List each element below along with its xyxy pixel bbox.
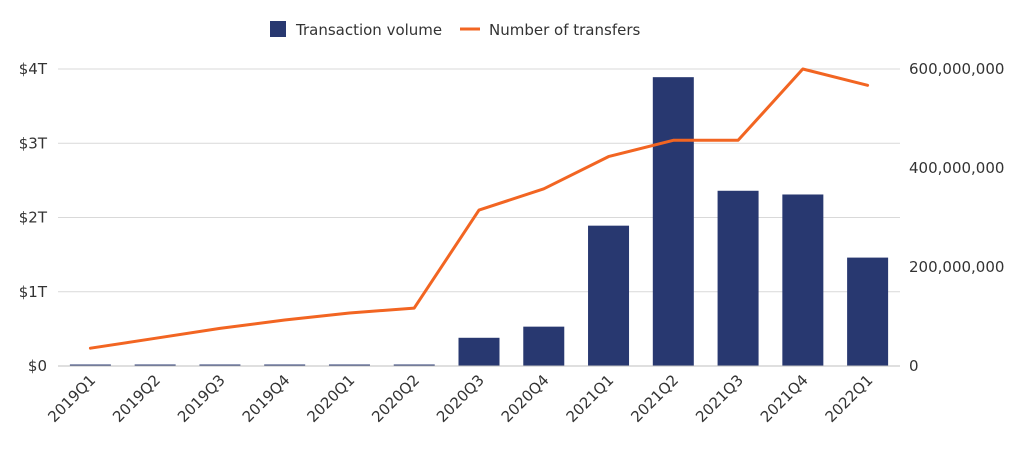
x-tick-label: 2019Q1: [44, 371, 99, 426]
line-number-of-transfers: [88, 67, 870, 350]
bar-2020Q2: [393, 364, 435, 366]
bar-2021Q1: [588, 225, 630, 366]
x-tick-label: 2020Q3: [433, 371, 488, 426]
axes: $0 $1T $2T $3T $4T 0 200,000,000 400,000,000 600…: [19, 60, 1005, 426]
bar-2021Q3: [717, 190, 759, 366]
bar-series: [69, 77, 889, 366]
bar-2022Q1: [847, 257, 889, 366]
y-right-tick-label: 0: [909, 357, 919, 375]
x-tick-label: 2019Q2: [109, 371, 164, 426]
x-tick-label: 2020Q4: [498, 371, 553, 426]
y-right-tick-label: 600,000,000: [909, 60, 1004, 78]
x-tick-label: 2021Q3: [692, 371, 747, 426]
x-tick-label: 2020Q1: [303, 371, 358, 426]
bar-2020Q4: [523, 326, 565, 366]
x-tick-label: 2019Q4: [239, 371, 294, 426]
bar-2019Q1: [69, 364, 111, 366]
x-tick-label: 2021Q4: [757, 371, 812, 426]
x-tick-label: 2021Q2: [627, 371, 682, 426]
x-tick-label: 2021Q1: [563, 371, 618, 426]
y-right-tick-label: 400,000,000: [909, 159, 1004, 177]
x-tick-label: 2022Q1: [822, 371, 877, 426]
bar-2021Q4: [782, 194, 824, 366]
y-right-tick-label: 200,000,000: [909, 258, 1004, 276]
y-left-tick-label: $2T: [19, 209, 48, 227]
bar-2019Q4: [264, 364, 306, 366]
legend-label-number-of-transfers: Number of transfers: [489, 21, 640, 39]
legend: Transaction volume Number of transfers: [270, 21, 640, 39]
bar-2019Q3: [199, 364, 241, 366]
y-left-tick-label: $1T: [19, 283, 48, 301]
y-left-tick-label: $4T: [19, 60, 48, 78]
gridlines: [58, 68, 900, 293]
bar-2019Q2: [134, 364, 176, 366]
x-tick-label: 2019Q3: [174, 371, 229, 426]
line-series: [88, 67, 870, 350]
bar-2020Q1: [328, 364, 370, 366]
legend-label-transaction-volume: Transaction volume: [295, 21, 442, 39]
y-left-tick-label: $0: [28, 357, 47, 375]
x-tick-label: 2020Q2: [368, 371, 423, 426]
bar-2020Q3: [458, 337, 500, 366]
legend-swatch-transaction-volume: [270, 21, 286, 37]
y-left-tick-label: $3T: [19, 134, 48, 152]
bar-2021Q2: [652, 77, 694, 366]
